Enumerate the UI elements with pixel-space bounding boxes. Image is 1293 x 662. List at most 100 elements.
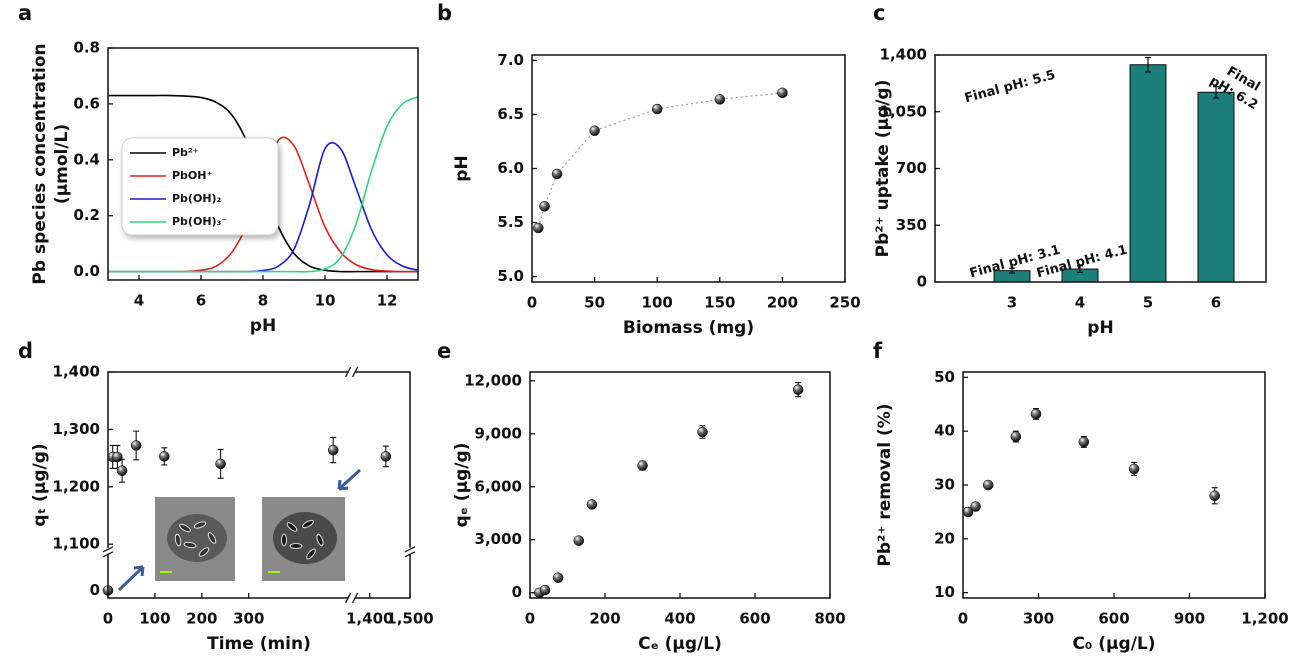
x-tick-label: 8 (258, 292, 268, 310)
point (792, 384, 804, 395)
plot-frame (107, 47, 419, 281)
x-axis-title: pH (1087, 318, 1113, 338)
point (589, 125, 600, 136)
point (380, 451, 392, 462)
point (327, 444, 339, 456)
x-axis-title: Biomass (mg) (623, 318, 754, 338)
axis-break-gap (104, 547, 112, 554)
y-tick-label: 10 (934, 583, 955, 601)
x-tick-label: 4 (1075, 294, 1085, 312)
bar (1129, 64, 1167, 283)
y-tick-label: 6.5 (497, 105, 524, 123)
y-tick-label: 1,400 (880, 46, 927, 64)
y-tick-label: 1,050 (880, 102, 927, 120)
x-axis-title: pH (250, 316, 276, 336)
y-tick-label: 1,200 (53, 477, 100, 495)
x-tick-label: 200 (589, 610, 620, 628)
x-tick-label: 100 (139, 610, 170, 628)
point (215, 458, 226, 470)
x-tick-label: 1,200 (1241, 610, 1288, 628)
y-tick-label: 5.0 (497, 267, 524, 285)
axis-break-gap (348, 594, 355, 602)
x-tick-label: 3 (1007, 294, 1017, 312)
panel-label: f (873, 339, 883, 363)
x-axis-title: Cₑ (μg/L) (638, 634, 722, 654)
y-tick-label: 12,000 (464, 371, 522, 389)
y-tick-label: 9,000 (475, 424, 522, 442)
plot-frame (962, 371, 1266, 599)
y-tick-label: 0.6 (73, 94, 100, 112)
point (539, 584, 551, 596)
x-tick-label: 900 (1174, 610, 1205, 628)
y-axis-title: Pb²⁺ removal (%) (875, 403, 895, 566)
point (533, 222, 544, 234)
x-tick-label: 800 (814, 610, 845, 628)
x-tick-label: 300 (233, 610, 264, 628)
point (1030, 408, 1042, 420)
x-tick-label: 12 (377, 292, 398, 310)
y-tick-label: 0 (90, 581, 100, 599)
legend-box (121, 137, 279, 236)
panel-label: c (873, 1, 885, 25)
panel-label: b (437, 1, 452, 25)
x-tick-label: 0 (525, 610, 535, 628)
x-tick-label: 250 (829, 294, 860, 312)
y-tick-label: 700 (896, 159, 927, 177)
point (586, 499, 598, 510)
point (1078, 436, 1090, 448)
y-tick-label: 1,400 (53, 363, 100, 381)
legend-label: Pb(OH)₃⁻ (172, 215, 227, 228)
y-axis-title: qₑ (μg/g) (452, 443, 472, 528)
y-axis-title: Pb²⁺ uptake (μg/g) (873, 80, 893, 258)
y-tick-label: 0 (512, 583, 522, 601)
y-axis-title: pH (452, 155, 472, 181)
arrow (117, 565, 145, 592)
plot-frame (531, 54, 846, 283)
y-axis-title: qₜ (μg/g) (30, 443, 50, 526)
y-tick-label: 40 (934, 422, 955, 440)
point (714, 94, 726, 105)
y-tick-label: 30 (934, 476, 955, 494)
panel-label: e (437, 339, 451, 363)
x-tick-label: 10 (315, 292, 336, 310)
x-tick-label: 1,500 (386, 610, 433, 628)
y-tick-label: 5.5 (497, 213, 524, 231)
x-tick-label: 0 (958, 610, 968, 628)
point (982, 479, 994, 491)
error-bar (1009, 267, 1015, 274)
x-tick-label: 0 (527, 294, 537, 312)
axis-break (102, 546, 114, 558)
y-tick-label: 3,000 (475, 530, 522, 548)
y-tick-label: 1,100 (53, 535, 100, 553)
line (108, 96, 418, 273)
cell-shapes (174, 521, 217, 557)
legend: Pb²⁺ PbOH⁺ Pb(OH)₂ Pb(OH)₃⁻ (121, 137, 279, 236)
bar (1197, 91, 1235, 283)
error-bar (1213, 86, 1219, 99)
inset-images (117, 468, 362, 592)
panel-label: d (18, 339, 33, 363)
x-axis-title: Time (min) (207, 634, 311, 654)
legend-label: Pb(OH)₂ (172, 192, 222, 205)
y-tick-label: 20 (934, 529, 955, 547)
axis-break-gap (406, 547, 414, 554)
panel-label: a (18, 1, 32, 25)
x-axis-title: C₀ (μg/L) (1072, 634, 1155, 654)
plot-frame (529, 371, 831, 599)
x-tick-label: 50 (584, 294, 605, 312)
point (1010, 431, 1022, 442)
y-axis-title: (μmol/L) (52, 124, 72, 204)
point (970, 501, 981, 512)
x-tick-label: 400 (664, 610, 695, 628)
axis-break (345, 366, 359, 378)
annotation: Final pH: 5.5 (963, 68, 1057, 107)
x-tick-label: 300 (1023, 610, 1054, 628)
y-axis-title: Pb species concentration (30, 43, 50, 284)
y-tick-label: 7.0 (497, 51, 524, 69)
axis-break-gap (348, 368, 355, 376)
point (116, 465, 128, 476)
point (573, 535, 584, 546)
y-tick-label: 6.0 (497, 159, 524, 177)
